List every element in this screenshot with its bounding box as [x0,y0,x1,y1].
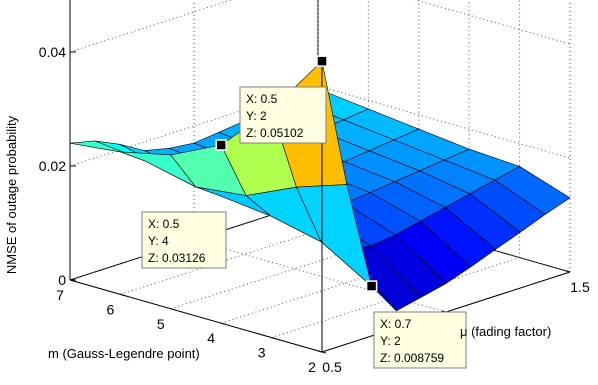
datatip-marker[interactable] [215,139,227,151]
datatip-line: Y: 2 [246,109,267,123]
datatip[interactable]: X: 0.7 Y: 2 Z: 0.008759 [365,280,467,369]
datatip-line: X: 0.7 [380,317,412,331]
datatip-line: X: 0.5 [246,92,278,106]
x-tick-mark [565,270,571,273]
grid-line [414,0,571,45]
datatip-box [373,311,467,369]
datatip-line: Z: 0.008759 [380,351,444,365]
x-axis-label: μ (fading factor) [460,324,551,339]
y-tick-label: 5 [157,316,165,332]
y-tick-mark [120,293,125,296]
y-tick-mark [69,279,75,282]
y-tick-label: 4 [207,330,215,346]
x-tick-mark [317,350,323,353]
datatip-marker[interactable] [316,55,328,67]
datatip-box [141,211,227,269]
y-tick-mark [170,308,175,311]
z-tick-label: 0.02 [39,158,66,174]
y-tick-label: 7 [56,287,64,303]
datatip-box [239,86,327,144]
y-tick-label: 2 [308,359,316,375]
z-axis-label: NMSE of outage probability [4,115,19,274]
y-tick-label: 6 [107,301,115,317]
x-tick-label: 0.5 [322,359,342,375]
datatip-line: Y: 2 [380,334,401,348]
datatip-marker[interactable] [365,280,378,292]
datatips: X: 0.5 Y: 2 Z: 0.05102 X: 0.5 Y: 4 Z: 0.03126… [141,55,467,369]
z-tick-label: 0.04 [39,44,66,60]
datatip-line: Z: 0.05102 [246,126,304,140]
datatip-line: Z: 0.03126 [148,251,206,265]
box-edge [69,279,323,353]
datatip[interactable]: X: 0.5 Y: 2 Z: 0.05102 [239,55,328,144]
y-tick-label: 3 [258,345,266,361]
datatip-line: X: 0.5 [148,217,180,231]
datatip[interactable]: X: 0.5 Y: 4 Z: 0.03126 [141,139,227,269]
y-tick-mark [221,322,226,325]
x-tick-label: 1.5 [570,279,590,295]
y-tick-mark [271,337,276,340]
z-tick-label: 0 [58,272,66,288]
y-tick-mark [321,351,327,354]
datatip-line: Y: 4 [148,234,169,248]
y-axis-label: m (Gauss-Legendre point) [48,346,200,361]
